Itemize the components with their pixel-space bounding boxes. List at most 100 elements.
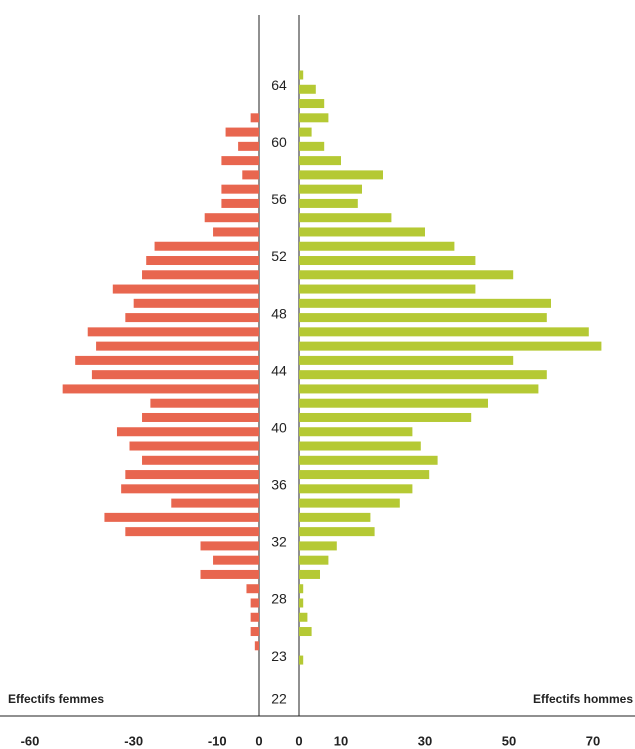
bar [299, 241, 455, 251]
bar [213, 555, 259, 565]
bar [112, 284, 260, 294]
bar [299, 598, 304, 608]
bar [142, 455, 259, 465]
bar [133, 298, 259, 308]
x-tick-label: -10 [208, 733, 227, 748]
bar [299, 527, 375, 537]
bar [250, 113, 259, 123]
age-label: 60 [271, 134, 287, 150]
bar [299, 284, 476, 294]
bar [299, 569, 320, 579]
bar [250, 612, 259, 622]
bar [299, 541, 337, 551]
age-label: 36 [271, 477, 287, 493]
bar [299, 198, 358, 208]
bar [299, 313, 547, 323]
age-label: 44 [271, 362, 287, 378]
bar [299, 84, 316, 94]
bar [171, 498, 259, 508]
bar [299, 627, 312, 637]
bar [142, 412, 259, 422]
bar [299, 584, 304, 594]
bar [87, 327, 260, 337]
bar [254, 641, 259, 651]
bar [116, 427, 259, 437]
bar [299, 99, 325, 109]
bar [299, 455, 438, 465]
age-label: 22 [271, 691, 287, 707]
age-label: 56 [271, 191, 287, 207]
age-label: 48 [271, 305, 287, 321]
bar [299, 655, 304, 665]
bar [104, 512, 259, 522]
bar [299, 156, 341, 166]
bar [221, 198, 259, 208]
bar [299, 127, 312, 137]
age-label: 28 [271, 591, 287, 607]
bar [121, 484, 259, 494]
bar [96, 341, 259, 351]
bar [299, 355, 514, 365]
bar [299, 341, 602, 351]
bar [299, 612, 308, 622]
bar [213, 227, 259, 237]
bar [150, 398, 259, 408]
x-tick-label: 0 [255, 733, 262, 748]
x-tick-label: 30 [418, 733, 432, 748]
bar [299, 512, 371, 522]
bar [299, 113, 329, 123]
bar [299, 270, 514, 280]
bar [142, 270, 259, 280]
bar [154, 241, 259, 251]
bar [299, 256, 476, 266]
bar [246, 584, 259, 594]
bar [242, 170, 259, 180]
bar [299, 484, 413, 494]
bar [129, 441, 259, 451]
bar [221, 156, 259, 166]
bar [299, 427, 413, 437]
x-tick-label: 70 [586, 733, 600, 748]
x-tick-label: 50 [502, 733, 516, 748]
bar [225, 127, 259, 137]
bar [250, 627, 259, 637]
x-tick-label: 10 [334, 733, 348, 748]
bar [75, 355, 260, 365]
bar [299, 227, 425, 237]
bar [299, 298, 551, 308]
bar [200, 569, 259, 579]
bar [299, 327, 589, 337]
bar [299, 213, 392, 223]
x-tick-label: 0 [295, 733, 302, 748]
age-label: 52 [271, 248, 287, 264]
bar [299, 370, 547, 380]
bar [91, 370, 259, 380]
bar [125, 527, 260, 537]
bar [299, 170, 383, 180]
bar [238, 141, 259, 151]
bar [250, 598, 259, 608]
bar [125, 313, 260, 323]
bar [204, 213, 259, 223]
x-tick-label: -30 [124, 733, 143, 748]
x-tick-label: -60 [21, 733, 40, 748]
bar [299, 498, 400, 508]
age-label: 23 [271, 648, 287, 664]
bar [299, 398, 488, 408]
bar [299, 184, 362, 194]
bar [146, 256, 259, 266]
bar [299, 412, 472, 422]
bar [299, 141, 325, 151]
bar [221, 184, 259, 194]
age-label: 64 [271, 77, 287, 93]
bar [299, 470, 430, 480]
legend-label: Effectifs hommes [533, 692, 633, 706]
bar [299, 441, 421, 451]
bar [200, 541, 259, 551]
bar [299, 70, 304, 80]
bar [125, 470, 260, 480]
age-label: 40 [271, 419, 287, 435]
bar [62, 384, 260, 394]
age-label: 32 [271, 534, 287, 550]
